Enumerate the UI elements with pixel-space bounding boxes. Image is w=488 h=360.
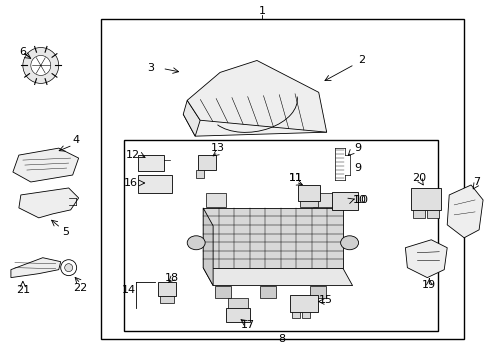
Polygon shape: [183, 100, 200, 136]
Text: 12: 12: [125, 150, 139, 160]
Text: 11: 11: [288, 173, 302, 183]
Bar: [138, 155, 164, 171]
Polygon shape: [11, 258, 61, 278]
Text: 15: 15: [318, 294, 332, 305]
Bar: [309, 285, 325, 298]
Polygon shape: [203, 208, 342, 268]
Text: 9: 9: [353, 163, 360, 173]
Bar: [260, 285, 275, 298]
Bar: [301, 312, 309, 319]
Polygon shape: [447, 185, 482, 238]
Text: 13: 13: [211, 143, 224, 153]
Circle shape: [23, 48, 59, 84]
Polygon shape: [187, 60, 326, 132]
Text: 17: 17: [241, 320, 255, 330]
Bar: [410, 188, 440, 210]
Text: 9: 9: [353, 143, 360, 153]
Text: 10: 10: [354, 195, 368, 205]
Text: 21: 21: [16, 284, 30, 294]
Bar: [227, 298, 247, 307]
Bar: [158, 282, 176, 296]
Bar: [225, 307, 249, 323]
Bar: [299, 201, 317, 207]
Text: 2: 2: [357, 55, 365, 66]
Polygon shape: [405, 240, 447, 278]
Text: 22: 22: [73, 283, 87, 293]
Text: 20: 20: [411, 173, 426, 183]
Bar: [206, 193, 225, 207]
Text: 18: 18: [165, 273, 179, 283]
Polygon shape: [183, 110, 326, 136]
Text: 1: 1: [258, 6, 265, 15]
Text: 10: 10: [352, 195, 366, 205]
Bar: [160, 296, 174, 302]
Bar: [289, 294, 317, 312]
Circle shape: [64, 264, 73, 272]
Bar: [291, 312, 299, 319]
Bar: [331, 192, 357, 210]
Text: 6: 6: [20, 48, 26, 58]
Polygon shape: [13, 148, 79, 182]
Text: 11: 11: [288, 173, 302, 183]
Bar: [312, 193, 332, 207]
Circle shape: [31, 55, 51, 75]
Text: 14: 14: [121, 284, 135, 294]
Text: 4: 4: [72, 135, 79, 145]
Text: 5: 5: [62, 227, 69, 237]
Circle shape: [61, 260, 77, 276]
Bar: [297, 185, 319, 201]
Polygon shape: [203, 208, 213, 285]
Bar: [101, 19, 463, 339]
Ellipse shape: [187, 236, 205, 250]
Text: 19: 19: [421, 280, 435, 289]
Text: 3: 3: [146, 63, 154, 73]
Bar: [196, 170, 203, 178]
Polygon shape: [19, 188, 79, 218]
Text: 16: 16: [123, 178, 137, 188]
Text: 8: 8: [278, 334, 285, 345]
Bar: [412, 210, 425, 218]
Polygon shape: [203, 268, 352, 285]
Ellipse shape: [340, 236, 358, 250]
Bar: [215, 285, 230, 298]
Bar: [124, 140, 437, 332]
Bar: [198, 155, 216, 170]
Bar: [138, 175, 172, 193]
Bar: [427, 210, 438, 218]
Text: 7: 7: [472, 177, 480, 187]
